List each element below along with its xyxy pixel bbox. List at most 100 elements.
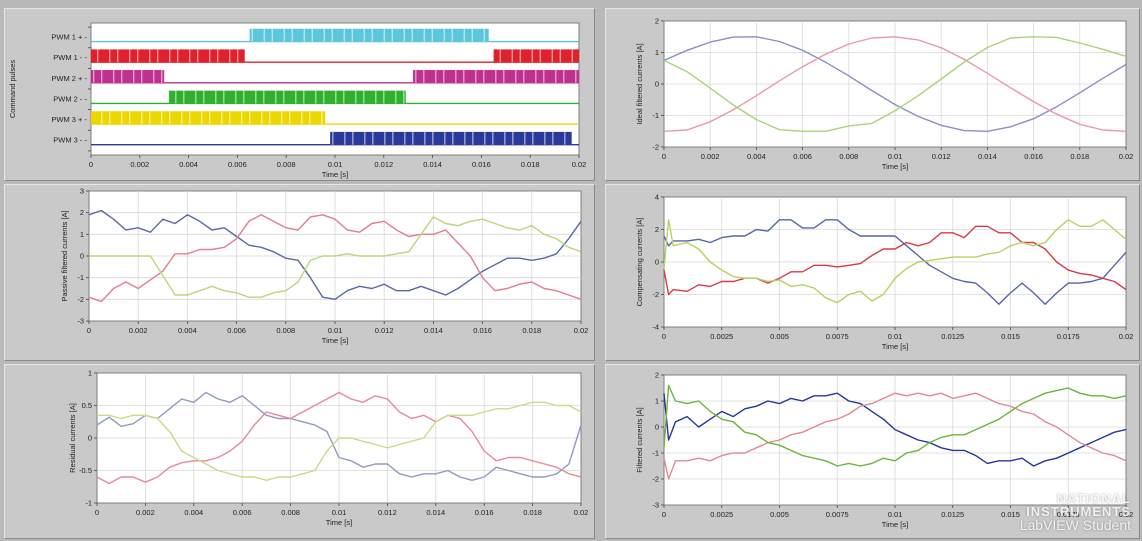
- pwm-pulse-gap: [451, 28, 453, 42]
- x-tick-label: 0.018: [523, 508, 542, 517]
- y-tick-label: -1: [652, 111, 659, 120]
- series-line-3: [663, 219, 1127, 304]
- y-axis-label: Residual currents [A]: [68, 403, 77, 473]
- pwm-pulse-gap: [432, 131, 434, 145]
- pwm-pulse-gap: [352, 131, 354, 145]
- x-tick-label: 0: [87, 326, 91, 335]
- series-line-2: [88, 214, 582, 303]
- x-tick-label: 0.002: [701, 152, 720, 161]
- pwm-pulse-gap: [511, 49, 513, 63]
- x-tick-label: 0.01: [328, 326, 343, 335]
- x-tick-label: 0.02: [572, 160, 587, 169]
- series-line-1: [663, 219, 1127, 306]
- x-tick-label: 0.02: [574, 508, 589, 517]
- pwm-pulse-gap: [101, 70, 103, 83]
- y-tick-label: 1: [655, 48, 659, 57]
- x-tick-label: 0.012: [375, 326, 394, 335]
- pwm-pulse-gap: [539, 49, 541, 63]
- y-tick-label: 2: [80, 208, 84, 217]
- x-tick-label: 0.02: [1119, 510, 1134, 519]
- pwm-pulse-gap: [153, 70, 155, 83]
- pwm-pulse-gap: [323, 90, 325, 104]
- pwm-pulse-gap: [113, 70, 115, 83]
- pwm-pulse-gap: [221, 111, 223, 125]
- x-tick-label: 0.012: [374, 160, 393, 169]
- pwm-pulse-gap: [543, 70, 545, 83]
- pwm-pulse-gap: [515, 70, 517, 83]
- x-tick-label: 0.018: [522, 326, 541, 335]
- pwm-pulse-gap: [372, 131, 374, 145]
- pwm-pulse-gap: [261, 111, 263, 125]
- y-tick-label: -4: [652, 323, 659, 332]
- panel-residual: 0 0.002 0.004 0.006 0.008 0.01 0.012 0.014 0.016…: [4, 364, 595, 539]
- pwm-pulse-gap: [255, 90, 257, 104]
- x-tick-label: 0.016: [475, 508, 494, 517]
- pwm-pulse-gap: [551, 49, 553, 63]
- pwm-pulse-gap: [295, 90, 297, 104]
- pwm-pulse-gap: [133, 70, 135, 83]
- panel-passive-filtered: 0 0.002 0.004 0.006 0.008 0.01 0.012 0.014 0.016…: [4, 184, 595, 361]
- pwm-pulse-gap: [435, 70, 437, 83]
- chart-filtered: 0 0.0025 0.005 0.0075 0.01 0.0125 0.015 0.0175 0…: [635, 371, 1134, 530]
- x-axis-label: Time [s]: [322, 336, 348, 345]
- pwm-channel-label: PWM 3 - -: [53, 136, 87, 145]
- pwm-pulse-gap: [311, 28, 313, 42]
- pwm-pulse-gap: [223, 90, 225, 104]
- pwm-pulse-gap: [229, 111, 231, 125]
- x-tick-label: 0.014: [424, 326, 443, 335]
- pwm-pulse-gap: [444, 131, 446, 145]
- pwm-pulse-gap: [93, 70, 95, 83]
- pwm-pulse-gap: [209, 49, 211, 63]
- x-tick-label: 0: [89, 160, 93, 169]
- pwm-pulse-gap: [512, 131, 514, 145]
- pwm-pulse-gap: [215, 90, 217, 104]
- pwm-pulse-gap: [484, 131, 486, 145]
- pwm-pulse-gap: [463, 70, 465, 83]
- x-tick-label: 0.015: [1001, 332, 1020, 341]
- pwm-pulse-block: [249, 28, 489, 42]
- pwm-pulse-gap: [363, 90, 365, 104]
- x-tick-label: 0.008: [277, 160, 296, 169]
- pwm-pulse-gap: [471, 28, 473, 42]
- pwm-channel-label: PWM 1 - -: [53, 53, 87, 62]
- pwm-pulse-block: [169, 90, 406, 104]
- x-tick-label: 0.004: [178, 326, 197, 335]
- pwm-pulse-gap: [523, 70, 525, 83]
- x-tick-label: 0.02: [1119, 332, 1134, 341]
- pwm-pulse-gap: [301, 111, 303, 125]
- pwm-pulse-gap: [415, 70, 417, 83]
- x-tick-label: 0.02: [574, 326, 589, 335]
- x-tick-label: 0.01: [888, 510, 903, 519]
- y-tick-label: -1: [77, 273, 84, 282]
- x-tick-label: 0.008: [281, 508, 300, 517]
- chart-command-pulses: 0 0.002 0.004 0.006 0.008 0.01 0.012 0.014 0.016…: [8, 22, 587, 179]
- series-line-3: [663, 384, 1127, 467]
- pwm-pulse-gap: [475, 70, 477, 83]
- pwm-pulse-gap: [283, 28, 285, 42]
- pwm-pulse-gap: [203, 90, 205, 104]
- pwm-pulse-gap: [289, 111, 291, 125]
- x-tick-label: 0: [662, 152, 666, 161]
- pwm-pulse-gap: [309, 111, 311, 125]
- pwm-pulse-gap: [363, 28, 365, 42]
- pwm-pulse-gap: [149, 49, 151, 63]
- y-axis-label: Passive filtered currents [A]: [60, 210, 69, 301]
- pwm-pulse-gap: [375, 90, 377, 104]
- pwm-pulse-gap: [535, 70, 537, 83]
- pwm-pulse-gap: [141, 111, 143, 125]
- pwm-pulse-gap: [343, 28, 345, 42]
- panel-compensating: 0 0.0025 0.005 0.0075 0.01 0.0125 0.015 0.0175 0…: [605, 184, 1140, 361]
- pwm-pulse-gap: [157, 49, 159, 63]
- pwm-pulse-gap: [197, 49, 199, 63]
- x-tick-label: 0.006: [227, 326, 246, 335]
- y-tick-label: 2: [655, 225, 659, 234]
- pwm-channel-label: PWM 2 + -: [51, 74, 87, 83]
- pwm-pulse-gap: [403, 90, 405, 104]
- y-tick-label: -2: [652, 475, 659, 484]
- x-tick-label: 0.0125: [941, 510, 964, 519]
- pwm-pulse-gap: [303, 90, 305, 104]
- x-tick-label: 0.0175: [1057, 332, 1080, 341]
- pwm-pulse-gap: [97, 49, 99, 63]
- x-tick-label: 0.014: [426, 508, 445, 517]
- pwm-pulse-gap: [331, 28, 333, 42]
